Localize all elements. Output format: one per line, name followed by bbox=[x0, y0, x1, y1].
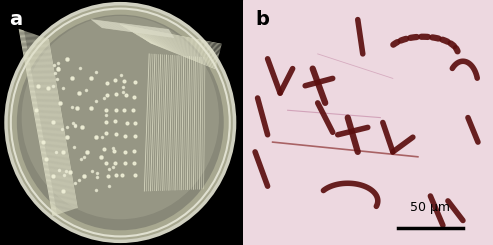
Text: b: b bbox=[255, 10, 269, 29]
Text: a: a bbox=[10, 10, 23, 29]
Text: 50 μm: 50 μm bbox=[410, 201, 451, 214]
Ellipse shape bbox=[17, 15, 224, 230]
Ellipse shape bbox=[6, 4, 235, 241]
Ellipse shape bbox=[22, 16, 219, 219]
